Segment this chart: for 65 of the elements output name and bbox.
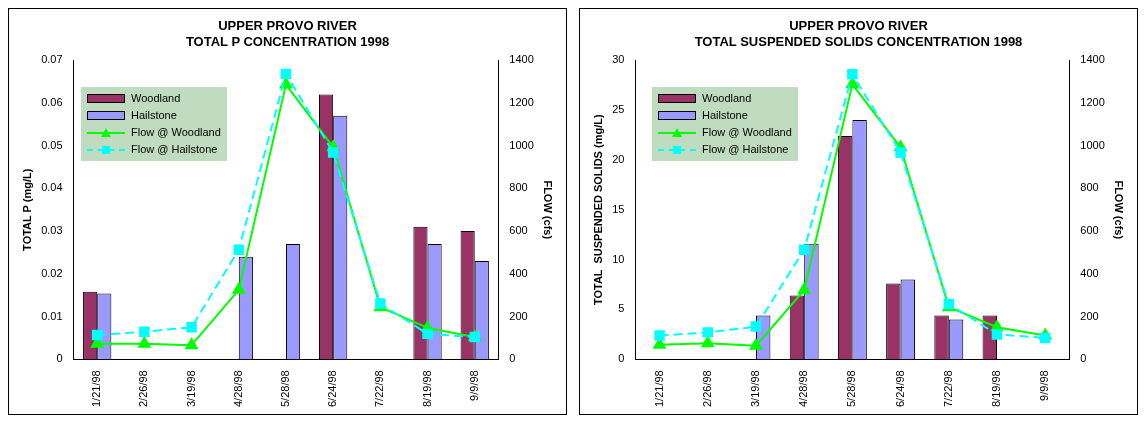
y-tick-label: 30 [612, 53, 625, 66]
chart-title: UPPER PROVO RIVER [789, 18, 929, 34]
y2-axis-title: FLOW (cfs) [542, 180, 555, 240]
y2-tick-label: 400 [1080, 266, 1099, 279]
x-tick-label: 2/26/98 [137, 370, 150, 407]
x-tick-label: 5/28/98 [845, 370, 858, 407]
y2-tick-label: 600 [1080, 224, 1099, 237]
chart-title: UPPER PROVO RIVER [218, 18, 358, 34]
y-axis-title: TOTAL SUSPENDED SOLIDS (mg/L) [591, 114, 604, 306]
y2-tick-label: 200 [509, 309, 528, 322]
y2-tick-label: 1400 [1080, 53, 1105, 66]
legend-label: Hailstone [131, 108, 177, 123]
x-tick-label: 8/19/98 [990, 370, 1003, 407]
x-tick-label: 6/24/98 [893, 370, 906, 407]
chart-subtitle: TOTAL P CONCENTRATION 1998 [185, 33, 390, 49]
x-tick-label: 2/26/98 [700, 370, 713, 407]
legend-label: Hailstone [702, 108, 748, 123]
chart-subtitle: TOTAL SUSPENDED SOLIDS CONCENTRATION 1998 [694, 33, 1023, 49]
x-tick-label: 7/22/98 [941, 370, 954, 407]
y2-tick-label: 0 [509, 352, 516, 365]
y-tick-label: 0 [56, 352, 63, 365]
legend-label: Woodland [702, 91, 752, 106]
y2-tick-label: 200 [1080, 309, 1099, 322]
y-tick-label: 0.02 [41, 266, 63, 279]
x-tick-label: 9/9/98 [1038, 370, 1051, 401]
y2-tick-label: 1000 [509, 138, 534, 151]
x-tick-label: 9/9/98 [467, 370, 480, 401]
x-tick-label: 3/19/98 [184, 370, 197, 407]
legend-label: Flow @ Woodland [131, 125, 221, 140]
y2-tick-label: 0 [1080, 352, 1087, 365]
legend-label: Flow @ Hailstone [131, 142, 218, 157]
y-tick-label: 25 [612, 103, 625, 116]
y2-tick-label: 1200 [509, 95, 534, 108]
y-tick-label: 0.04 [41, 181, 63, 194]
y2-tick-label: 400 [509, 266, 528, 279]
y-tick-label: 0.06 [41, 95, 63, 108]
x-tick-label: 6/24/98 [326, 370, 339, 407]
legend-label: Flow @ Hailstone [702, 142, 789, 157]
x-tick-label: 1/21/98 [652, 370, 665, 407]
y-tick-label: 0.01 [41, 309, 63, 322]
y-tick-label: 20 [612, 152, 625, 165]
y2-tick-label: 1400 [509, 53, 534, 66]
y-tick-label: 0.05 [41, 138, 63, 151]
y-tick-label: 15 [612, 202, 625, 215]
y2-tick-label: 1200 [1080, 95, 1105, 108]
y2-axis-title: FLOW (cfs) [1113, 180, 1126, 240]
y2-tick-label: 600 [509, 224, 528, 237]
x-tick-label: 8/19/98 [420, 370, 433, 407]
y-tick-label: 0 [618, 352, 625, 365]
y2-tick-label: 1000 [1080, 138, 1105, 151]
x-tick-label: 4/28/98 [231, 370, 244, 407]
y-tick-label: 10 [612, 252, 625, 265]
x-tick-label: 5/28/98 [279, 370, 291, 407]
x-tick-label: 1/21/98 [90, 370, 103, 407]
y-tick-label: 5 [618, 302, 625, 315]
legend-label: Woodland [131, 91, 181, 106]
x-tick-label: 7/22/98 [373, 370, 386, 407]
x-tick-label: 3/19/98 [748, 370, 761, 407]
y-axis-title: TOTAL P (mg/L) [20, 168, 33, 251]
legend-label: Flow @ Woodland [702, 125, 792, 140]
y-tick-label: 0.07 [41, 53, 63, 66]
x-tick-label: 4/28/98 [797, 370, 810, 407]
y-tick-label: 0.03 [41, 224, 63, 237]
y2-tick-label: 800 [509, 181, 528, 194]
y2-tick-label: 800 [1080, 181, 1099, 194]
